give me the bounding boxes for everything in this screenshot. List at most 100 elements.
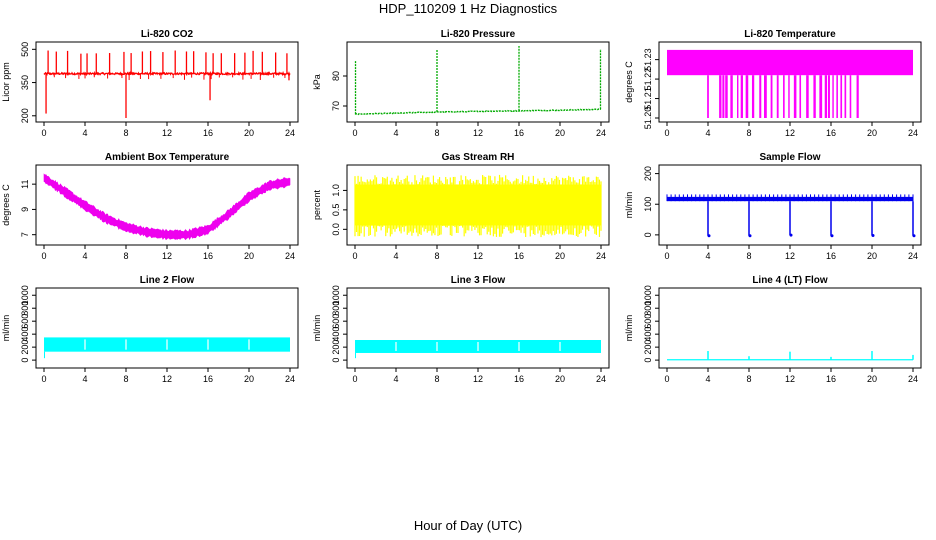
x-tick-label: 8 (746, 251, 751, 261)
y-tick-label: 600 (20, 314, 30, 329)
y-tick-label: 800 (643, 301, 653, 316)
x-tick-label: 4 (393, 251, 398, 261)
x-tick-label: 8 (123, 374, 128, 384)
y-tick-label: 1000 (331, 285, 341, 305)
x-tick-label: 4 (393, 374, 398, 384)
y-tick-label: 80 (331, 71, 341, 81)
panel-title: Li-820 Temperature (744, 29, 836, 40)
panel-pressure: Li-820 Pressure kPa 0 4 8 12 16 20 24 70 80 (312, 29, 610, 138)
data-layer (666, 194, 916, 238)
x-tick-label: 12 (162, 374, 172, 384)
x-tick-label: 16 (826, 251, 836, 261)
x-tick-label: 0 (352, 251, 357, 261)
x-tick-label: 12 (785, 251, 795, 261)
data-layer (355, 340, 601, 359)
panel-licor_temp: Li-820 Temperature degrees C 0 4 8 12 16 20 24 51… (624, 29, 922, 138)
x-tick-label: 8 (434, 128, 439, 138)
x-tick-label: 12 (162, 128, 172, 138)
x-tick-label: 24 (596, 128, 606, 138)
x-tick-label: 12 (473, 251, 483, 261)
y-tick-label: 400 (20, 327, 30, 342)
y-tick-label: 200 (20, 108, 30, 123)
x-tick-label: 4 (393, 128, 398, 138)
y-tick-label: 11 (20, 179, 30, 188)
y-axis-label: degrees C (624, 61, 634, 103)
panel-title: Line 3 Flow (451, 275, 506, 286)
x-tick-label: 12 (785, 374, 795, 384)
x-tick-label: 16 (203, 128, 213, 138)
y-tick-label: 200 (331, 340, 341, 355)
x-tick-label: 4 (82, 251, 87, 261)
x-tick-label: 4 (705, 128, 710, 138)
sample-flow-dropout-point (912, 234, 916, 238)
y-tick-label: 7 (20, 232, 30, 237)
y-tick-label: 1000 (643, 285, 653, 305)
co2-baseline-line (43, 70, 291, 77)
x-tick-label: 16 (514, 128, 524, 138)
panel-line3_flow: Line 3 Flow ml/min 0 4 8 12 16 20 24 0 20040060080… (312, 275, 610, 384)
x-tick-label: 16 (514, 374, 524, 384)
y-tick-label: 1000 (20, 285, 30, 305)
x-tick-label: 12 (473, 374, 483, 384)
x-tick-label: 0 (664, 374, 669, 384)
sample-flow-dropout-point (871, 233, 875, 237)
y-tick-label: 51.22 (643, 68, 653, 91)
sample-flow-dropout-point (707, 234, 711, 238)
y-tick-label: 0 (20, 358, 30, 363)
x-tick-label: 20 (867, 128, 877, 138)
x-axis-title: Hour of Day (UTC) (413, 518, 523, 533)
temperature-band (667, 49, 913, 76)
panel-title: Li-820 Pressure (441, 29, 516, 40)
y-tick-label: 0.5 (331, 204, 341, 217)
x-tick-label: 20 (867, 374, 877, 384)
y-tick-label: 51.20 (643, 107, 653, 130)
x-tick-label: 20 (555, 128, 565, 138)
x-tick-label: 8 (123, 128, 128, 138)
x-tick-label: 0 (664, 251, 669, 261)
x-tick-label: 20 (555, 251, 565, 261)
panel-frame (35, 41, 299, 123)
panel-line4_flow: Line 4 (LT) Flow ml/min 0 4 8 12 16 20 24 0 200400… (624, 275, 922, 384)
x-tick-label: 24 (908, 251, 918, 261)
y-tick-label: 400 (331, 327, 341, 342)
y-axis-label: Licor ppm (1, 62, 11, 102)
panel-title: Ambient Box Temperature (105, 152, 230, 163)
panel-title: Line 4 (LT) Flow (752, 275, 828, 286)
x-tick-label: 8 (123, 251, 128, 261)
x-tick-label: 4 (705, 251, 710, 261)
x-tick-label: 4 (705, 374, 710, 384)
y-tick-label: 70 (331, 101, 341, 111)
panel-title: Line 2 Flow (140, 275, 195, 286)
panel-sample_flow: Sample Flow ml/min 0 4 8 12 16 20 24 0 100 200 (624, 152, 922, 261)
y-tick-label: 1.0 (331, 184, 341, 197)
x-tick-label: 0 (664, 128, 669, 138)
x-tick-label: 16 (826, 374, 836, 384)
data-layer (667, 49, 913, 118)
data-layer (44, 337, 290, 359)
x-tick-label: 24 (596, 374, 606, 384)
x-tick-label: 20 (244, 374, 254, 384)
data-layer (667, 351, 914, 361)
x-tick-label: 16 (203, 251, 213, 261)
y-axis-label: ml/min (312, 315, 322, 342)
y-axis-label: ml/min (1, 315, 11, 342)
x-tick-label: 20 (244, 251, 254, 261)
panel-frame (346, 287, 610, 369)
x-tick-label: 24 (908, 374, 918, 384)
panel-frame (35, 287, 299, 369)
data-layer (43, 50, 291, 118)
y-tick-label: 200 (20, 340, 30, 355)
x-tick-label: 0 (352, 374, 357, 384)
x-tick-label: 12 (162, 251, 172, 261)
x-tick-label: 4 (82, 374, 87, 384)
y-tick-label: 51.21 (643, 87, 653, 110)
data-layer (354, 46, 602, 116)
x-tick-label: 24 (285, 374, 295, 384)
y-axis-label: percent (312, 189, 322, 220)
x-tick-label: 12 (785, 128, 795, 138)
pressure-line (354, 108, 602, 116)
x-tick-label: 0 (41, 251, 46, 261)
y-tick-label: 800 (20, 301, 30, 316)
sample-flow-dropout-point (748, 234, 752, 238)
